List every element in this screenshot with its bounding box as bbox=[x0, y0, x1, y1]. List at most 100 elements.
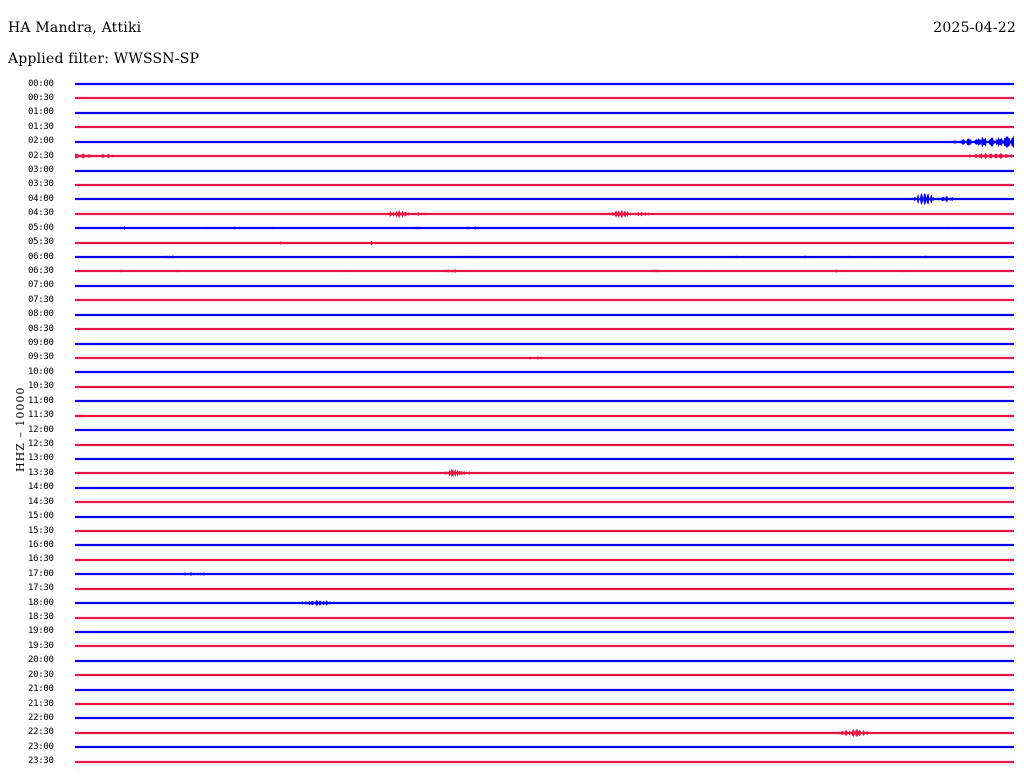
time-tick-label: 08:30 bbox=[28, 323, 54, 334]
trace-waveform bbox=[75, 153, 1014, 160]
trace-row: 09:30 bbox=[0, 351, 1024, 365]
time-tick-label: 17:00 bbox=[28, 568, 54, 579]
waveform-baseline bbox=[75, 501, 1014, 504]
time-tick-label: 21:00 bbox=[28, 684, 54, 695]
trace-row: 05:00 bbox=[0, 221, 1024, 235]
time-tick-label: 13:30 bbox=[28, 467, 54, 478]
trace-row: 15:30 bbox=[0, 524, 1024, 538]
trace-row: 08:00 bbox=[0, 308, 1024, 322]
trace-waveform bbox=[75, 313, 1014, 316]
trace-row: 04:00 bbox=[0, 192, 1024, 206]
waveform-baseline bbox=[75, 688, 1014, 691]
waveform-baseline bbox=[75, 284, 1014, 287]
trace-row: 07:30 bbox=[0, 293, 1024, 307]
time-tick-label: 01:00 bbox=[28, 107, 54, 118]
trace-waveform bbox=[75, 193, 1014, 206]
waveform-baseline bbox=[75, 472, 1014, 475]
time-tick-label: 19:00 bbox=[28, 626, 54, 637]
time-tick-label: 18:00 bbox=[28, 597, 54, 608]
trace-row: 05:30 bbox=[0, 236, 1024, 250]
trace-row: 21:00 bbox=[0, 683, 1024, 697]
waveform-baseline bbox=[75, 169, 1014, 172]
trace-waveform bbox=[75, 659, 1014, 662]
trace-row: 18:30 bbox=[0, 611, 1024, 625]
waveform-baseline bbox=[75, 126, 1014, 129]
trace-waveform bbox=[75, 169, 1014, 172]
trace-waveform bbox=[75, 269, 1014, 274]
time-tick-label: 10:30 bbox=[28, 381, 54, 392]
trace-row: 14:30 bbox=[0, 495, 1024, 509]
waveform-baseline bbox=[75, 630, 1014, 634]
time-tick-label: 09:30 bbox=[28, 352, 54, 363]
waveform-baseline bbox=[75, 227, 1014, 230]
time-tick-label: 19:30 bbox=[28, 640, 54, 651]
trace-row: 11:00 bbox=[0, 394, 1024, 408]
waveform-baseline bbox=[75, 400, 1014, 403]
trace-waveform bbox=[75, 385, 1014, 388]
waveform-baseline bbox=[75, 328, 1014, 331]
waveform-baseline bbox=[75, 241, 1014, 244]
trace-waveform bbox=[75, 111, 1014, 114]
trace-row: 07:00 bbox=[0, 279, 1024, 293]
time-tick-label: 02:00 bbox=[28, 136, 54, 147]
waveform-baseline bbox=[75, 198, 1014, 201]
time-tick-label: 06:00 bbox=[28, 251, 54, 262]
record-date: 2025-04-22 bbox=[933, 20, 1016, 36]
time-tick-label: 11:30 bbox=[28, 410, 54, 421]
time-tick-label: 06:30 bbox=[28, 265, 54, 276]
trace-row: 08:30 bbox=[0, 322, 1024, 336]
waveform-baseline bbox=[75, 616, 1014, 619]
time-tick-label: 13:00 bbox=[28, 453, 54, 464]
trace-waveform bbox=[75, 209, 1014, 219]
time-tick-label: 01:30 bbox=[28, 121, 54, 132]
plot-background bbox=[75, 80, 1014, 772]
time-tick-label: 11:00 bbox=[28, 395, 54, 406]
waveform-baseline bbox=[75, 428, 1014, 432]
waveform-baseline bbox=[75, 183, 1014, 187]
waveform-baseline bbox=[75, 746, 1014, 749]
trace-row: 17:00 bbox=[0, 567, 1024, 581]
time-tick-label: 03:30 bbox=[28, 179, 54, 190]
time-tick-label: 08:00 bbox=[28, 309, 54, 320]
trace-waveform bbox=[75, 135, 1014, 149]
trace-row: 23:30 bbox=[0, 755, 1024, 769]
helicorder-plot: 00:00 00:30 01:00 01:30 02:00 02:30 03:00 03:30… bbox=[0, 77, 1024, 772]
trace-waveform bbox=[75, 587, 1014, 590]
trace-waveform bbox=[75, 486, 1014, 489]
trace-waveform bbox=[75, 572, 1014, 576]
trace-row: 19:00 bbox=[0, 625, 1024, 639]
trace-row: 22:30 bbox=[0, 726, 1024, 740]
trace-waveform bbox=[75, 226, 1014, 231]
trace-row: 16:00 bbox=[0, 538, 1024, 552]
waveform-baseline bbox=[75, 299, 1014, 302]
trace-row: 10:30 bbox=[0, 380, 1024, 394]
trace-waveform bbox=[75, 356, 1014, 360]
applied-filter-label: Applied filter: WWSSN-SP bbox=[8, 51, 200, 67]
trace-row: 11:30 bbox=[0, 409, 1024, 423]
time-tick-label: 22:00 bbox=[28, 712, 54, 723]
time-tick-label: 17:30 bbox=[28, 583, 54, 594]
trace-waveform bbox=[75, 717, 1014, 720]
time-tick-label: 04:00 bbox=[28, 193, 54, 204]
trace-waveform bbox=[75, 328, 1014, 331]
time-tick-label: 20:30 bbox=[28, 669, 54, 680]
trace-row: 00:30 bbox=[0, 91, 1024, 105]
time-tick-label: 20:00 bbox=[28, 655, 54, 666]
trace-row: 15:00 bbox=[0, 510, 1024, 524]
trace-waveform bbox=[75, 600, 1014, 606]
trace-row: 00:00 bbox=[0, 77, 1024, 91]
waveform-baseline bbox=[75, 414, 1014, 417]
trace-row: 17:30 bbox=[0, 582, 1024, 596]
waveform-baseline bbox=[75, 573, 1014, 576]
trace-row: 21:30 bbox=[0, 697, 1024, 711]
waveform-baseline bbox=[75, 515, 1014, 518]
trace-waveform bbox=[75, 746, 1014, 749]
waveform-baseline bbox=[75, 154, 1014, 158]
station-title: HA Mandra, Attiki bbox=[8, 20, 142, 36]
trace-row: 09:00 bbox=[0, 337, 1024, 351]
trace-waveform bbox=[75, 616, 1014, 619]
trace-waveform bbox=[75, 82, 1014, 86]
trace-row: 12:30 bbox=[0, 438, 1024, 452]
waveform-baseline bbox=[75, 82, 1014, 86]
waveform-baseline bbox=[75, 602, 1014, 605]
